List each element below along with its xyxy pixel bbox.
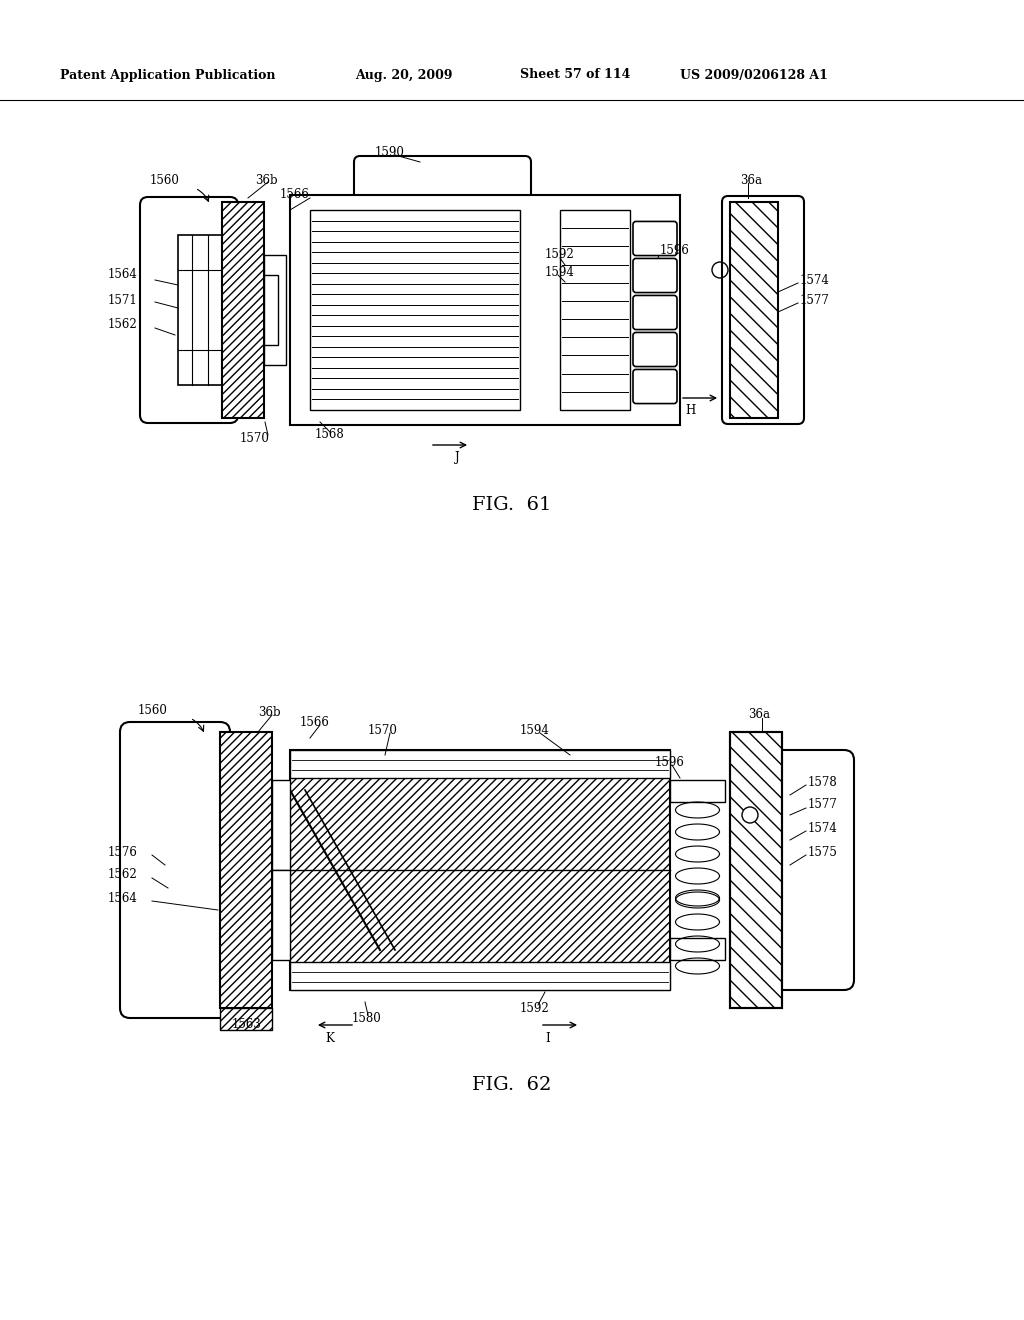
- Text: H: H: [685, 404, 695, 417]
- Text: 1577: 1577: [800, 293, 829, 306]
- FancyBboxPatch shape: [633, 259, 677, 293]
- Bar: [264, 275, 278, 345]
- Text: Aug. 20, 2009: Aug. 20, 2009: [355, 69, 453, 82]
- Text: 1566: 1566: [280, 189, 310, 202]
- Text: 36a: 36a: [740, 173, 762, 186]
- Bar: [264, 255, 286, 366]
- Text: FIG.  62: FIG. 62: [472, 1076, 552, 1094]
- Bar: [290, 750, 670, 990]
- Text: I: I: [545, 1031, 550, 1044]
- Text: 36a: 36a: [748, 709, 770, 722]
- FancyBboxPatch shape: [633, 333, 677, 367]
- Text: 1592: 1592: [520, 1002, 550, 1015]
- Bar: [222, 202, 264, 418]
- FancyBboxPatch shape: [746, 750, 854, 990]
- Bar: [560, 210, 630, 411]
- Bar: [730, 733, 782, 1008]
- Bar: [290, 750, 670, 777]
- Bar: [310, 210, 520, 411]
- Circle shape: [742, 807, 758, 822]
- Text: 1563: 1563: [232, 1019, 262, 1031]
- Bar: [730, 202, 778, 418]
- Text: 1574: 1574: [800, 273, 829, 286]
- Text: 1566: 1566: [300, 715, 330, 729]
- Text: 1596: 1596: [660, 243, 690, 256]
- Circle shape: [712, 261, 728, 279]
- Text: FIG.  61: FIG. 61: [472, 496, 552, 513]
- Bar: [290, 962, 670, 990]
- Text: K: K: [325, 1031, 334, 1044]
- Text: 1571: 1571: [108, 293, 138, 306]
- Bar: [178, 235, 222, 385]
- FancyBboxPatch shape: [633, 222, 677, 256]
- Text: Patent Application Publication: Patent Application Publication: [60, 69, 275, 82]
- Text: 1590: 1590: [375, 145, 404, 158]
- Text: 1577: 1577: [808, 799, 838, 812]
- Bar: [272, 780, 290, 870]
- Bar: [730, 733, 782, 1008]
- FancyBboxPatch shape: [633, 296, 677, 330]
- Text: 1562: 1562: [108, 869, 138, 882]
- Text: 1570: 1570: [240, 432, 270, 445]
- FancyBboxPatch shape: [120, 722, 230, 1018]
- Text: 1576: 1576: [108, 846, 138, 858]
- Text: 36b: 36b: [258, 705, 281, 718]
- Text: 1568: 1568: [315, 429, 345, 441]
- FancyBboxPatch shape: [633, 370, 677, 404]
- Bar: [670, 939, 725, 960]
- Text: 1594: 1594: [545, 265, 574, 279]
- Text: 1564: 1564: [108, 268, 138, 281]
- Text: 1578: 1578: [808, 776, 838, 788]
- Text: 36b: 36b: [255, 173, 278, 186]
- Text: J: J: [455, 451, 460, 465]
- Text: Sheet 57 of 114: Sheet 57 of 114: [520, 69, 631, 82]
- Text: 1594: 1594: [520, 723, 550, 737]
- Text: US 2009/0206128 A1: US 2009/0206128 A1: [680, 69, 827, 82]
- FancyBboxPatch shape: [354, 156, 531, 201]
- Text: 1592: 1592: [545, 248, 574, 261]
- Bar: [670, 780, 725, 803]
- Text: 1560: 1560: [138, 704, 168, 717]
- Text: 1596: 1596: [655, 755, 685, 768]
- Bar: [272, 870, 290, 960]
- Bar: [222, 202, 264, 418]
- Bar: [290, 195, 680, 425]
- Text: 1562: 1562: [108, 318, 138, 331]
- Text: 1575: 1575: [808, 846, 838, 858]
- FancyBboxPatch shape: [140, 197, 238, 422]
- Text: 1574: 1574: [808, 821, 838, 834]
- Text: 1560: 1560: [150, 173, 180, 186]
- Text: 1564: 1564: [108, 891, 138, 904]
- Text: 1580: 1580: [352, 1011, 382, 1024]
- Bar: [220, 1008, 272, 1030]
- Text: 1570: 1570: [368, 723, 398, 737]
- Bar: [220, 733, 272, 1008]
